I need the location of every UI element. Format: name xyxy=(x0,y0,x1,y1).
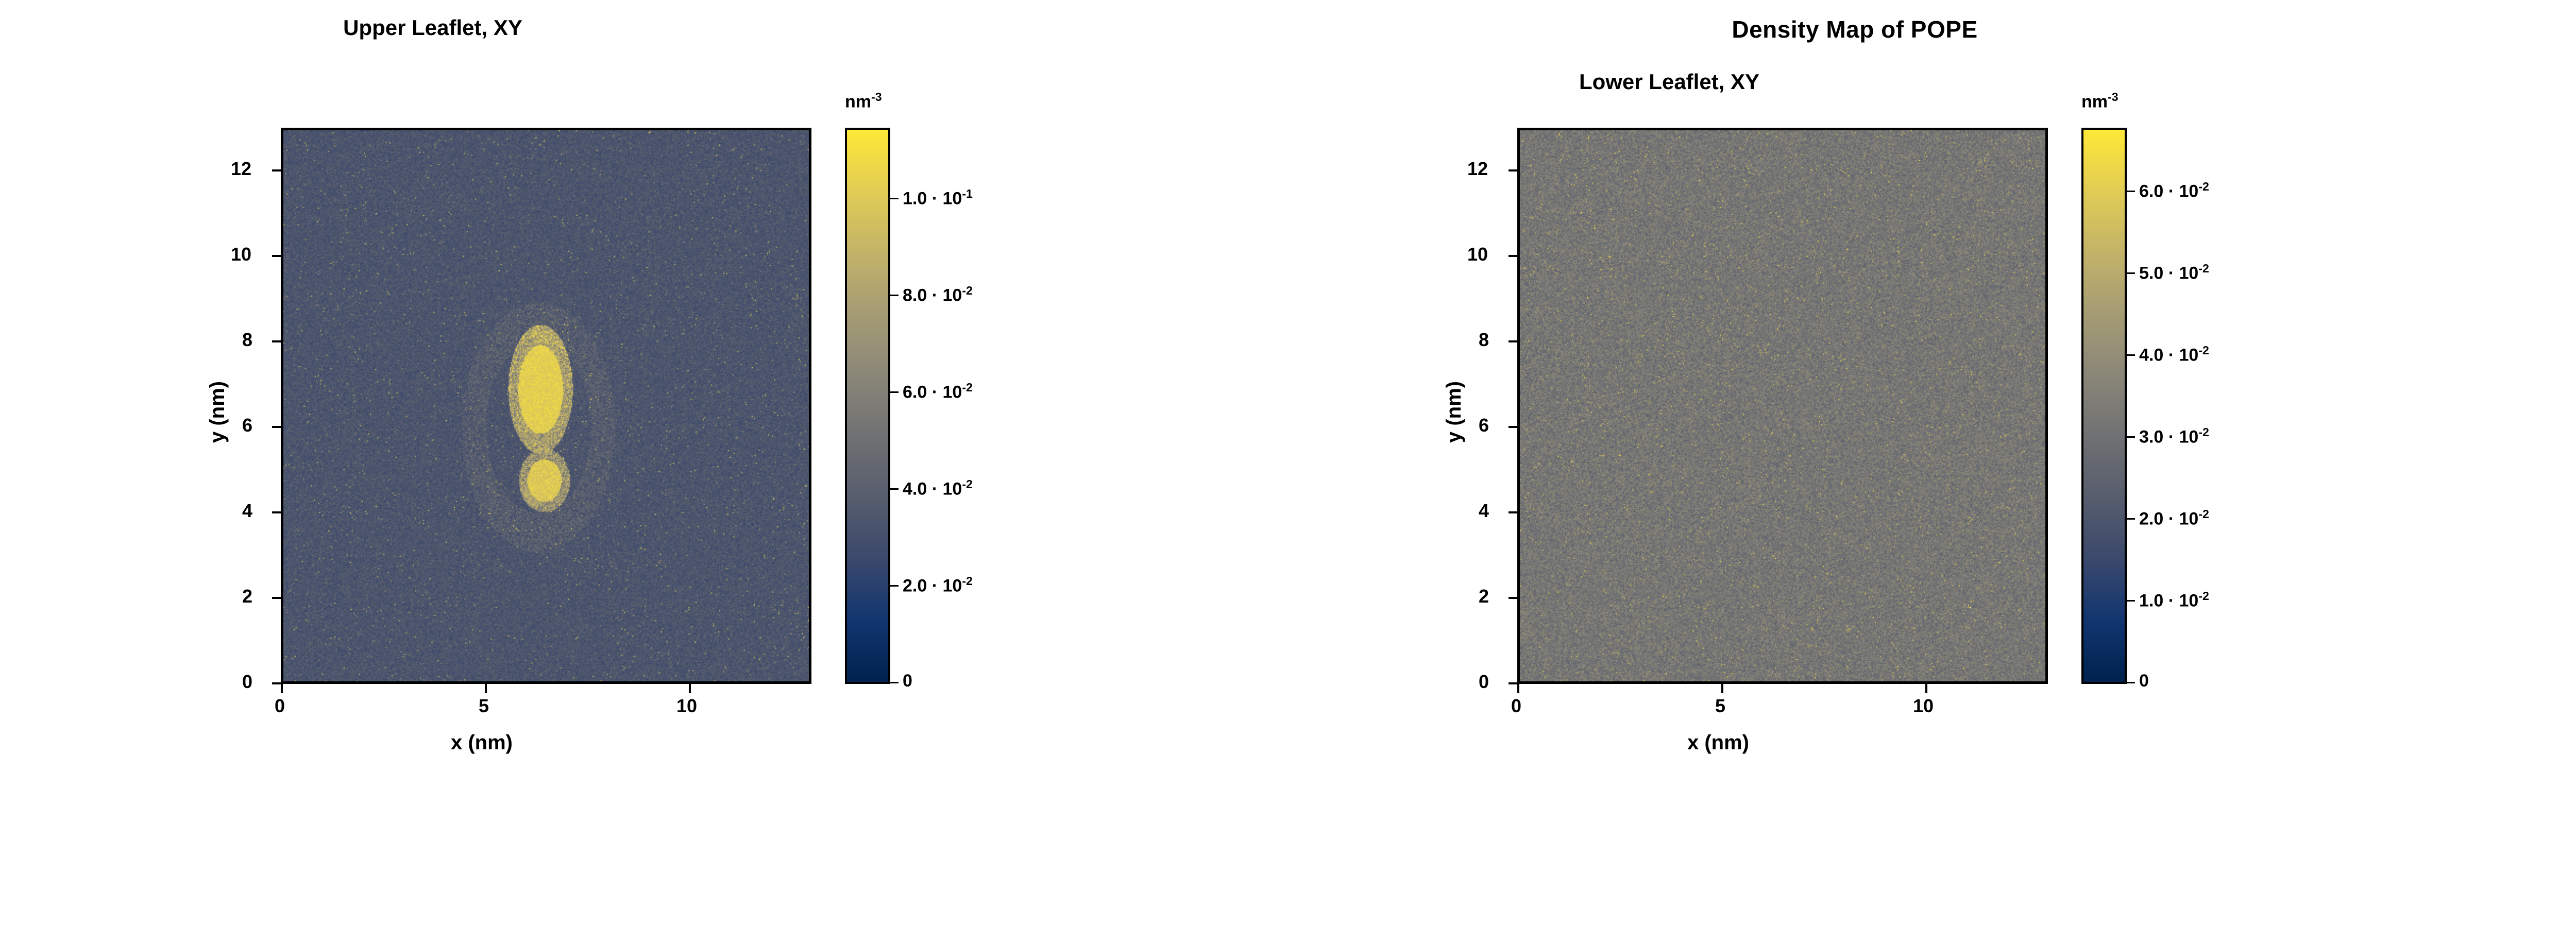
cbtick-upper-1 xyxy=(890,585,899,587)
xtick-upper-5 xyxy=(485,684,487,693)
yticklabel-upper-0: 0 xyxy=(242,671,253,692)
yticklabel-lower-6: 6 xyxy=(1479,415,1489,436)
colorbar-title-upper: nm-3 xyxy=(845,90,882,112)
xaxis-label-upper: x (nm) xyxy=(451,731,513,754)
heatmap-axes-upper xyxy=(281,128,811,684)
heatmap-axes-lower xyxy=(1517,128,2048,684)
xtick-lower-0 xyxy=(1517,684,1519,693)
xticklabel-upper-5: 5 xyxy=(479,695,489,716)
cbtick-lower-4 xyxy=(2127,354,2135,356)
ytick-lower-10 xyxy=(1509,255,1518,257)
yaxis-label-upper: y (nm) xyxy=(206,381,229,443)
xtick-upper-10 xyxy=(689,684,691,693)
panel-title-upper: Upper Leaflet, XY xyxy=(343,15,522,40)
xticklabel-lower-0: 0 xyxy=(1511,695,1522,716)
ytick-upper-4 xyxy=(272,511,281,513)
xtick-lower-10 xyxy=(1925,684,1927,693)
cbticklabel-lower-4: 4.0 · 10-2 xyxy=(2139,344,2209,365)
cbticklabel-upper-4: 8.0 · 10-2 xyxy=(903,284,973,305)
xtick-lower-5 xyxy=(1721,684,1723,693)
xtick-upper-0 xyxy=(281,684,283,693)
cbtick-upper-4 xyxy=(890,295,899,296)
colorbar-exponent-lower: -3 xyxy=(2108,90,2119,104)
figure-suptitle: Density Map of POPE xyxy=(1732,16,1978,43)
xticklabel-upper-0: 0 xyxy=(275,695,285,716)
ytick-lower-4 xyxy=(1509,511,1518,513)
yaxis-label-lower: y (nm) xyxy=(1443,381,1465,443)
colorbar-upper xyxy=(845,128,890,684)
cbticklabel-lower-5: 5.0 · 10-2 xyxy=(2139,262,2209,283)
colorbar-title-lower: nm-3 xyxy=(2081,90,2119,112)
yticklabel-upper-4: 4 xyxy=(242,500,253,521)
yticklabel-upper-2: 2 xyxy=(242,586,253,607)
yticklabel-upper-12: 12 xyxy=(231,158,252,179)
yticklabel-upper-8: 8 xyxy=(242,329,253,350)
yticklabel-lower-0: 0 xyxy=(1479,671,1489,692)
cbticklabel-lower-6: 6.0 · 10-2 xyxy=(2139,180,2209,201)
colorbar-unit-lower: nm xyxy=(2081,92,2108,112)
panel-lower-leaflet: Lower Leaflet, XY 0 2 4 6 8 10 12 0 5 10… xyxy=(1236,0,2349,927)
colorbar-lower xyxy=(2081,128,2127,684)
ytick-lower-8 xyxy=(1509,340,1518,342)
ytick-upper-2 xyxy=(272,597,281,599)
ytick-upper-10 xyxy=(272,255,281,257)
panel-upper-leaflet: Upper Leaflet, XY 0 2 4 6 8 10 12 0 5 10… xyxy=(0,0,1113,927)
cbticklabel-upper-1: 2.0 · 10-2 xyxy=(903,574,973,596)
cbticklabel-lower-1: 1.0 · 10-2 xyxy=(2139,589,2209,611)
cbticklabel-upper-0: 0 xyxy=(903,671,912,691)
cbtick-upper-3 xyxy=(890,391,899,393)
ytick-upper-6 xyxy=(272,426,281,428)
yticklabel-lower-4: 4 xyxy=(1479,500,1489,521)
ytick-lower-2 xyxy=(1509,597,1518,599)
ytick-lower-6 xyxy=(1509,426,1518,428)
cbticklabel-upper-5: 1.0 · 10-1 xyxy=(903,187,973,209)
xticklabel-lower-10: 10 xyxy=(1913,695,1934,716)
colorbar-unit-upper: nm xyxy=(845,92,871,112)
cbtick-upper-2 xyxy=(890,488,899,490)
cbtick-lower-6 xyxy=(2127,191,2135,192)
cbticklabel-lower-3: 3.0 · 10-2 xyxy=(2139,425,2209,447)
cbtick-lower-5 xyxy=(2127,272,2135,274)
yticklabel-upper-6: 6 xyxy=(242,415,253,436)
cbticklabel-lower-2: 2.0 · 10-2 xyxy=(2139,507,2209,529)
xaxis-label-lower: x (nm) xyxy=(1687,731,1749,754)
yticklabel-lower-2: 2 xyxy=(1479,586,1489,607)
ytick-lower-0 xyxy=(1509,682,1518,684)
cbtick-lower-1 xyxy=(2127,600,2135,602)
cbtick-upper-0 xyxy=(890,682,899,683)
cbtick-lower-2 xyxy=(2127,518,2135,520)
xticklabel-lower-5: 5 xyxy=(1715,695,1726,716)
colorbar-exponent-upper: -3 xyxy=(871,90,882,104)
panel-title-lower: Lower Leaflet, XY xyxy=(1579,70,1760,94)
ytick-upper-12 xyxy=(272,169,281,171)
panel-transversal: Transversal View, YZ −4 −2 0 2 4 0 5 10 … xyxy=(2524,0,2576,927)
yticklabel-lower-8: 8 xyxy=(1479,329,1489,350)
yticklabel-lower-12: 12 xyxy=(1467,158,1488,179)
yticklabel-lower-10: 10 xyxy=(1467,244,1488,265)
cbticklabel-lower-0: 0 xyxy=(2139,671,2149,691)
ytick-lower-12 xyxy=(1509,169,1518,171)
ytick-upper-8 xyxy=(272,340,281,342)
cbtick-lower-0 xyxy=(2127,682,2135,683)
yticklabel-upper-10: 10 xyxy=(231,244,252,265)
cbtick-lower-3 xyxy=(2127,436,2135,438)
cbticklabel-upper-3: 6.0 · 10-2 xyxy=(903,381,973,402)
xticklabel-upper-10: 10 xyxy=(676,695,698,716)
ytick-upper-0 xyxy=(272,682,281,684)
cbtick-upper-5 xyxy=(890,198,899,199)
cbticklabel-upper-2: 4.0 · 10-2 xyxy=(903,477,973,499)
